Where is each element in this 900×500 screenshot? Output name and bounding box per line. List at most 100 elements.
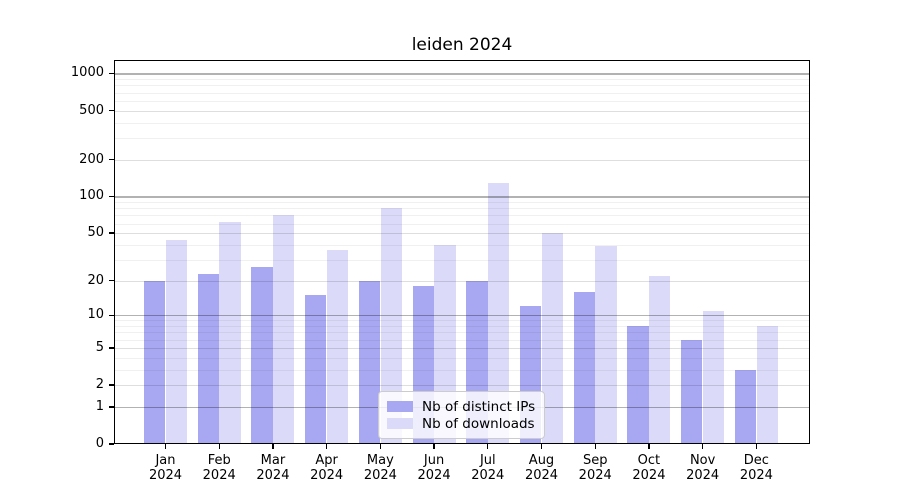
x-tick-label: Nov 2024 [686,453,720,483]
gridline-major [114,73,810,75]
x-tick-mark [272,444,274,449]
y-tick-mark [109,406,114,408]
bar-downloads-apr [326,250,349,444]
x-tick-mark [701,444,704,449]
x-tick-label: Jan 2024 [148,453,183,483]
legend-row-distinct-ips: Nb of distinct IPs [387,398,535,415]
bar-distinct-ips-sep [573,292,596,444]
y-tick-label: 50 [87,225,104,241]
bar-downloads-jul [487,182,510,444]
x-tick-mark [325,444,328,449]
gridline-minor [114,223,810,225]
x-tick-label: Oct 2024 [632,453,666,483]
y-tick-label: 500 [79,102,104,118]
gridline-minor [114,332,810,334]
x-tick-mark [594,444,596,449]
x-tick-mark [433,444,435,449]
bar-distinct-ips-feb [197,273,219,444]
x-tick-label: Feb 2024 [202,453,236,483]
bar-distinct-ips-apr [305,295,327,444]
y-tick-mark [109,232,114,234]
x-tick-mark [540,444,543,449]
bar-distinct-ips-oct [627,326,649,444]
y-tick-mark [109,280,114,282]
bar-downloads-nov [702,310,725,444]
bar-distinct-ips-dec [734,369,757,444]
gridline [114,280,810,282]
x-tick-mark [218,444,220,449]
y-tick-label: 0 [95,436,104,451]
gridline-minor [114,320,810,322]
gridline-minor [114,369,810,371]
bar-downloads-sep [595,246,617,444]
gridline-minor [114,202,810,204]
x-tick-mark [648,444,650,449]
x-tick-label: Jul 2024 [471,453,505,483]
bar-downloads-dec [756,326,778,444]
legend-row-downloads: Nb of downloads [387,415,535,432]
gridline-minor [114,137,810,139]
gridline-major [114,315,810,317]
gridline [114,110,810,112]
bar-downloads-oct [649,275,671,444]
gridline [114,233,810,235]
axes-spines [114,60,810,444]
legend-label-downloads: Nb of downloads [422,415,535,432]
y-tick-mark [109,72,114,75]
gridline-minor [114,208,810,210]
bar-distinct-ips-may [358,280,381,444]
gridline-minor [114,339,810,341]
y-tick-label: 100 [79,188,104,204]
bar-distinct-ips-mar [251,267,273,444]
bar-downloads-jan [165,239,187,444]
y-tick-mark [109,314,114,317]
x-tick-label: Jun 2024 [417,453,451,483]
y-tick-label: 200 [79,151,104,167]
legend: Nb of distinct IPs Nb of downloads [378,391,546,439]
x-tick-label: May 2024 [363,453,397,483]
x-tick-mark [379,444,382,449]
bar-downloads-aug [541,233,563,444]
bar-distinct-ips-jan [144,280,166,444]
x-tick-label: Mar 2024 [256,453,290,483]
legend-swatch-downloads [387,418,413,429]
x-tick-label: Sep 2024 [578,453,612,483]
gridline-minor [114,326,810,328]
gridline-minor [114,215,810,217]
bar-distinct-ips-nov [681,339,703,444]
gridline-minor [114,100,810,102]
bar-downloads-feb [219,221,241,444]
y-tick-label: 20 [87,272,104,288]
y-tick-label: 10 [87,307,104,323]
x-tick-mark [487,444,489,449]
y-tick-label: 1 [95,398,104,414]
y-tick-mark [109,158,114,161]
y-tick-label: 2 [95,377,104,393]
gridline-minor [114,357,810,359]
plot-area [114,60,810,444]
gridline-minor [114,85,810,87]
y-tick-label: 1000 [70,65,104,81]
y-tick-mark [109,347,114,349]
gridline-major [114,196,810,198]
y-tick-label: 5 [95,339,104,355]
x-tick-label: Dec 2024 [739,453,773,483]
x-tick-mark [164,444,167,449]
legend-label-distinct-ips: Nb of distinct IPs [422,398,536,415]
gridline-minor [114,122,810,124]
gridline-minor [114,259,810,261]
gridline [114,347,810,349]
y-tick-mark [109,109,114,112]
gridline-minor [114,79,810,81]
bar-downloads-mar [273,215,295,444]
x-tick-label: Apr 2024 [310,453,344,483]
y-tick-mark [109,443,114,445]
gridline-minor [114,244,810,246]
gridline-minor [114,92,810,94]
gridline [114,159,810,161]
chart-title: leiden 2024 [411,35,513,55]
x-tick-mark [755,444,758,449]
y-tick-mark [109,195,114,198]
bar-downloads-may [380,208,402,444]
